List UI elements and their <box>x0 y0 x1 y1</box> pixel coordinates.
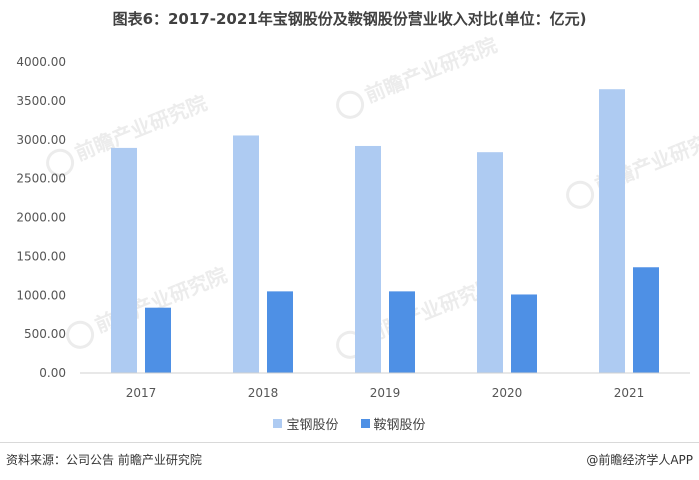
credit-note: @前瞻经济学人APP <box>586 453 693 467</box>
x-tick-label: 2020 <box>492 386 523 400</box>
bar-angang-2019[interactable] <box>389 291 415 373</box>
bar-angang-2021[interactable] <box>633 267 659 373</box>
y-tick-label: 2000.00 <box>16 211 66 225</box>
legend-swatch <box>273 419 283 428</box>
x-axis: 2017 2018 2019 2020 2021 <box>126 386 645 400</box>
y-tick-label: 1500.00 <box>16 249 66 263</box>
footer: 资料来源：公司公告 前瞻产业研究院 @前瞻经济学人APP <box>6 451 693 471</box>
x-tick-label: 2019 <box>370 386 401 400</box>
y-tick-label: 3000.00 <box>16 133 66 147</box>
y-tick-label: 4000.00 <box>16 55 66 69</box>
bar-baosteel-2020[interactable] <box>477 152 503 373</box>
bars <box>111 89 659 374</box>
legend-item-series-1[interactable]: 鞍钢股份 <box>360 414 426 433</box>
y-tick-label: 3500.00 <box>16 94 66 108</box>
legend-label: 宝钢股份 <box>286 418 339 433</box>
legend: 宝钢股份 鞍钢股份 <box>0 414 699 433</box>
bar-angang-2018[interactable] <box>267 291 293 373</box>
chart-title: 图表6：2017-2021年宝钢股份及鞍钢股份营业收入对比(单位：亿元) <box>112 10 587 28</box>
bar-baosteel-2017[interactable] <box>111 147 137 373</box>
source-note: 资料来源：公司公告 前瞻产业研究院 <box>6 453 202 467</box>
bar-baosteel-2021[interactable] <box>599 89 625 374</box>
bar-baosteel-2019[interactable] <box>355 145 381 373</box>
y-tick-label: 500.00 <box>24 327 66 341</box>
footer-divider <box>0 442 699 443</box>
x-tick-label: 2017 <box>126 386 157 400</box>
x-tick-label: 2021 <box>614 386 645 400</box>
y-axis: 0.00 500.00 1000.00 1500.00 2000.00 2500.00 30… <box>16 55 66 380</box>
bar-angang-2020[interactable] <box>511 294 537 373</box>
y-tick-label: 2500.00 <box>16 172 66 186</box>
x-tick-label: 2018 <box>248 386 279 400</box>
bar-baosteel-2018[interactable] <box>233 135 259 373</box>
legend-item-series-0[interactable]: 宝钢股份 <box>273 414 339 433</box>
y-tick-label: 0.00 <box>39 366 66 380</box>
bar-angang-2017[interactable] <box>145 307 171 373</box>
legend-label: 鞍钢股份 <box>373 418 426 433</box>
y-tick-label: 1000.00 <box>16 288 66 302</box>
legend-swatch <box>360 419 370 428</box>
